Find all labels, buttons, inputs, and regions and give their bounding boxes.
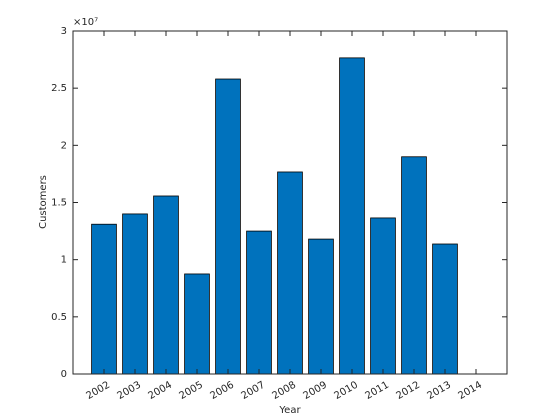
bar	[215, 78, 241, 375]
x-tick-label: 2013	[425, 380, 453, 402]
bar	[432, 243, 458, 375]
y-tick-label: 2.5	[51, 83, 67, 94]
bar	[339, 57, 365, 375]
y-tick-label: 1	[61, 255, 67, 266]
bar	[370, 217, 396, 375]
y-exponent-label: ×10⁷	[73, 17, 98, 28]
x-tick-label: 2004	[146, 380, 174, 402]
bar	[308, 238, 334, 375]
y-tick-label: 0.5	[51, 312, 67, 323]
bar	[246, 230, 272, 375]
bar	[122, 213, 148, 375]
x-tick-label: 2006	[208, 380, 236, 402]
bar	[184, 273, 210, 375]
bar	[401, 156, 427, 375]
bar	[91, 223, 117, 375]
x-tick-label: 2009	[301, 380, 329, 402]
y-tick-label: 0	[61, 369, 67, 380]
x-tick-label: 2007	[239, 380, 267, 402]
x-tick-label: 2011	[363, 380, 391, 402]
x-tick-label: 2003	[115, 380, 143, 402]
x-tick-label: 2014	[456, 380, 484, 402]
y-tick-label: 1.5	[51, 198, 67, 209]
y-tick-label: 3	[61, 26, 67, 37]
x-tick-label: 2012	[394, 380, 422, 402]
bar	[153, 195, 179, 375]
x-tick-label: 2002	[84, 380, 112, 402]
x-axis-label: Year	[278, 405, 301, 416]
x-tick-label: 2008	[270, 380, 298, 402]
y-axis-label: Customers	[38, 175, 49, 229]
bar	[277, 171, 303, 375]
x-tick-label: 2005	[177, 380, 205, 402]
y-tick-label: 2	[61, 140, 67, 151]
x-tick-label: 2010	[332, 380, 360, 402]
